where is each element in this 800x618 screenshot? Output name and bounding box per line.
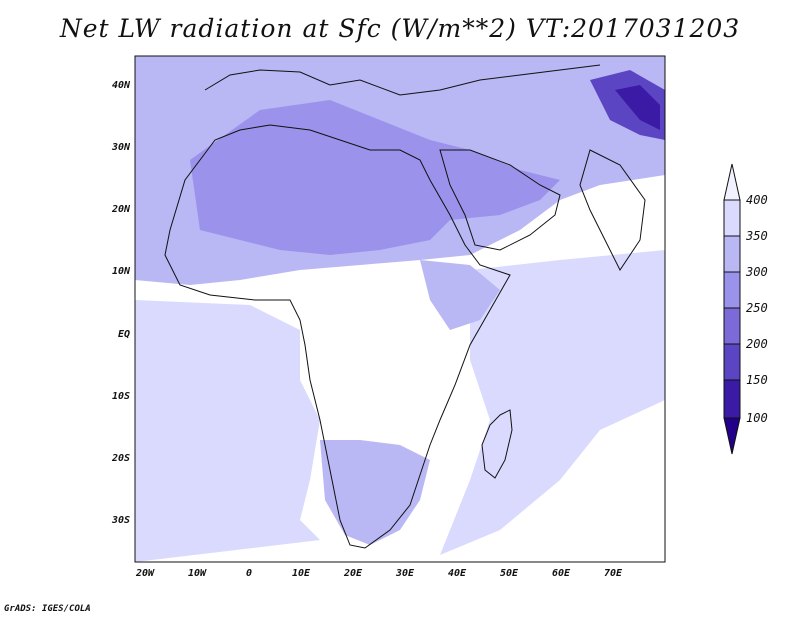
lat-label-20s: 20S: [111, 453, 130, 464]
field-south-africa: [320, 440, 430, 545]
colorbar-seg-350-400: [723, 199, 741, 237]
colorbar-seg-100-150: [723, 379, 741, 419]
lon-label-0: 0: [246, 568, 252, 579]
arabia-coastline: [439, 149, 561, 251]
field-east-africa: [420, 260, 500, 330]
lon-label-20e: 20E: [343, 568, 363, 579]
colorbar-label-250: 250: [746, 301, 768, 315]
longitude-axis: 20W 10W 0 10E 20E 30E 40E 50E 60E 70E: [135, 568, 623, 579]
africa-coastline: [164, 124, 511, 549]
software-credit: GrADS: IGES/COLA: [4, 604, 91, 614]
lon-label-70e: 70E: [604, 568, 623, 579]
colorbar-seg-150-200: [723, 343, 741, 381]
colorbar-label-300: 300: [745, 265, 768, 279]
colorbar-top-arrow: [723, 163, 741, 201]
lat-label-30n: 30N: [111, 142, 131, 153]
colorbar-label-350: 350: [745, 229, 768, 243]
field-sahara: [190, 100, 560, 255]
colorbar-label-100: 100: [746, 411, 768, 425]
colorbar-label-200: 200: [746, 337, 768, 351]
lon-label-50e: 50E: [500, 568, 519, 579]
lon-label-10e: 10E: [292, 568, 311, 579]
lon-label-40e: 40E: [448, 568, 467, 579]
europe-coastline: [204, 64, 601, 96]
map-plot-area: [134, 55, 666, 563]
lat-label-10s: 10S: [112, 391, 130, 402]
lat-label-30s: 30S: [111, 515, 130, 526]
colorbar-seg-200-250: [723, 307, 741, 345]
field-atlantic: [135, 300, 320, 562]
colorbar-seg-250-300: [723, 271, 741, 309]
colorbar-label-150: 150: [746, 373, 768, 387]
lat-label-40n: 40N: [112, 80, 131, 91]
colorbar-seg-300-350: [723, 235, 741, 273]
india-coastline: [579, 149, 646, 271]
lat-label-eq: EQ: [118, 329, 130, 340]
colorbar-bottom-arrow: [723, 417, 741, 455]
lon-label-60e: 60E: [552, 568, 571, 579]
madagascar-coastline: [481, 409, 513, 479]
lon-label-10w: 10W: [188, 568, 207, 579]
colorbar-label-400: 400: [746, 193, 768, 207]
latitude-axis: 40N 30N 20N 10N EQ 10S 20S 30S: [111, 80, 131, 526]
lat-label-10n: 10N: [112, 266, 131, 277]
field-indian-ocean: [440, 250, 665, 555]
field-himalaya-core: [615, 85, 660, 130]
map-title: Net LW radiation at Sfc (W/m**2) VT:2017…: [59, 14, 741, 43]
colorbar: 400 350 300 250 200 150 100: [723, 163, 768, 455]
lon-label-30e: 30E: [395, 568, 415, 579]
lon-label-20w: 20W: [135, 568, 155, 579]
lat-label-20n: 20N: [111, 204, 131, 215]
